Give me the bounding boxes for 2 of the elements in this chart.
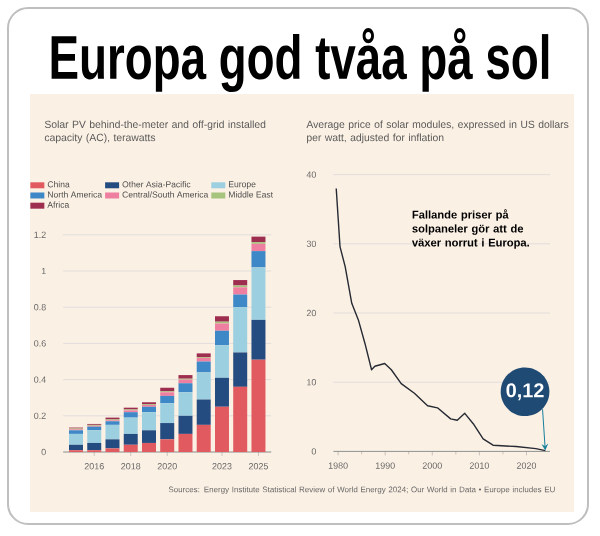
annotation: 0,12 [506, 383, 544, 401]
chart-title: Europa god tvåa på sol [51, 28, 549, 92]
